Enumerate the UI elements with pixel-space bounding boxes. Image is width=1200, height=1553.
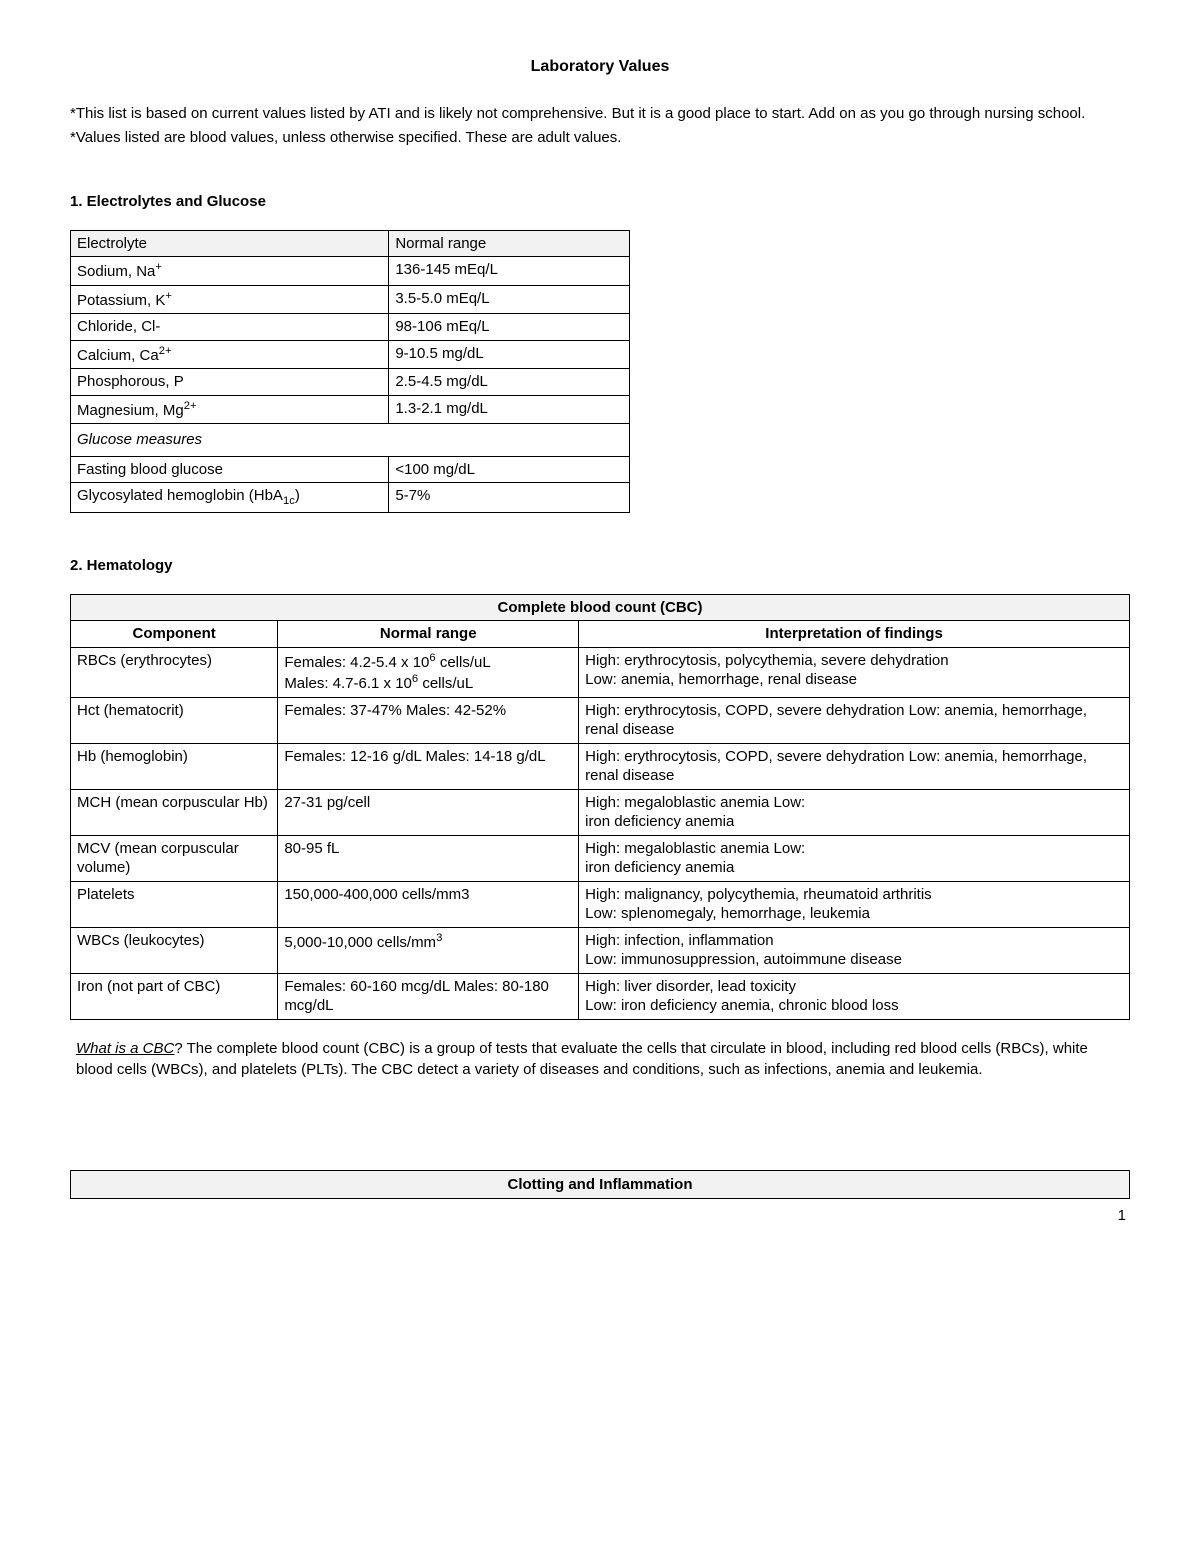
t1-r3-name: Chloride, Cl- bbox=[71, 314, 389, 341]
electrolytes-table: Electrolyte Normal range Sodium, Na+136-… bbox=[70, 230, 630, 513]
cbc-r6-range: 150,000-400,000 cells/mm3 bbox=[278, 881, 579, 927]
cbc-r4-comp: MCH (mean corpuscular Hb) bbox=[71, 789, 278, 835]
t1-r8-name: Glycosylated hemoglobin (HbA1c) bbox=[71, 483, 389, 513]
t1-r4-range: 9-10.5 mg/dL bbox=[389, 340, 630, 369]
t1-r1-range: 136-145 mEq/L bbox=[389, 257, 630, 286]
t1-header-electrolyte: Electrolyte bbox=[71, 230, 389, 257]
cbc-r1-range: Females: 4.2-5.4 x 106 cells/uLMales: 4.… bbox=[278, 647, 579, 697]
cbc-r3-interp: High: erythrocytosis, COPD, severe dehyd… bbox=[579, 743, 1130, 789]
cbc-r7-comp: WBCs (leukocytes) bbox=[71, 927, 278, 973]
cbc-r2-interp: High: erythrocytosis, COPD, severe dehyd… bbox=[579, 697, 1130, 743]
cbc-paragraph: What is a CBC? The complete blood count … bbox=[70, 1038, 1130, 1080]
cbc-r7-range: 5,000-10,000 cells/mm3 bbox=[278, 927, 579, 973]
t1-r6-range: 1.3-2.1 mg/dL bbox=[389, 395, 630, 424]
t1-r5-name: Phosphorous, P bbox=[71, 369, 389, 396]
cbc-r1-interp: High: erythrocytosis, polycythemia, seve… bbox=[579, 647, 1130, 697]
cbc-r6-comp: Platelets bbox=[71, 881, 278, 927]
cbc-r3-comp: Hb (hemoglobin) bbox=[71, 743, 278, 789]
t1-r1-name: Sodium, Na+ bbox=[71, 257, 389, 286]
cbc-title: Complete blood count (CBC) bbox=[71, 594, 1130, 621]
cbc-r7-interp: High: infection, inflammationLow: immuno… bbox=[579, 927, 1130, 973]
cbc-r5-interp: High: megaloblastic anemia Low:iron defi… bbox=[579, 835, 1130, 881]
cbc-h2: Normal range bbox=[278, 621, 579, 648]
cbc-r2-comp: Hct (hematocrit) bbox=[71, 697, 278, 743]
cbc-h1: Component bbox=[71, 621, 278, 648]
page-number: 1 bbox=[70, 1207, 1130, 1224]
note-1: *This list is based on current values li… bbox=[70, 104, 1130, 124]
section-2-heading: 2. Hematology bbox=[70, 557, 1130, 574]
t1-header-range: Normal range bbox=[389, 230, 630, 257]
cbc-r8-range: Females: 60-160 mcg/dL Males: 80-180 mcg… bbox=[278, 973, 579, 1019]
cbc-r3-range: Females: 12-16 g/dL Males: 14-18 g/dL bbox=[278, 743, 579, 789]
cbc-r8-comp: Iron (not part of CBC) bbox=[71, 973, 278, 1019]
t1-r7-name: Fasting blood glucose bbox=[71, 456, 389, 483]
cbc-r4-interp: High: megaloblastic anemia Low:iron defi… bbox=[579, 789, 1130, 835]
clotting-title: Clotting and Inflammation bbox=[71, 1170, 1130, 1199]
t1-r5-range: 2.5-4.5 mg/dL bbox=[389, 369, 630, 396]
t1-r3-range: 98-106 mEq/L bbox=[389, 314, 630, 341]
t1-r2-range: 3.5-5.0 mEq/L bbox=[389, 285, 630, 314]
cbc-r2-range: Females: 37-47% Males: 42-52% bbox=[278, 697, 579, 743]
t1-r7-range: <100 mg/dL bbox=[389, 456, 630, 483]
cbc-r8-interp: High: liver disorder, lead toxicityLow: … bbox=[579, 973, 1130, 1019]
cbc-r6-interp: High: malignancy, polycythemia, rheumato… bbox=[579, 881, 1130, 927]
page-title: Laboratory Values bbox=[70, 58, 1130, 76]
section-1-heading: 1. Electrolytes and Glucose bbox=[70, 193, 1130, 210]
cbc-r5-range: 80-95 fL bbox=[278, 835, 579, 881]
cbc-r1-comp: RBCs (erythrocytes) bbox=[71, 647, 278, 697]
cbc-r5-comp: MCV (mean corpuscular volume) bbox=[71, 835, 278, 881]
clotting-table: Clotting and Inflammation bbox=[70, 1170, 1130, 1200]
t1-r4-name: Calcium, Ca2+ bbox=[71, 340, 389, 369]
t1-r6-name: Magnesium, Mg2+ bbox=[71, 395, 389, 424]
cbc-r4-range: 27-31 pg/cell bbox=[278, 789, 579, 835]
note-2: *Values listed are blood values, unless … bbox=[70, 128, 1130, 148]
t1-r2-name: Potassium, K+ bbox=[71, 285, 389, 314]
cbc-h3: Interpretation of findings bbox=[579, 621, 1130, 648]
t1-r8-range: 5-7% bbox=[389, 483, 630, 513]
cbc-table: Complete blood count (CBC) Component Nor… bbox=[70, 594, 1130, 1020]
t1-glucose-subhead: Glucose measures bbox=[71, 424, 630, 457]
